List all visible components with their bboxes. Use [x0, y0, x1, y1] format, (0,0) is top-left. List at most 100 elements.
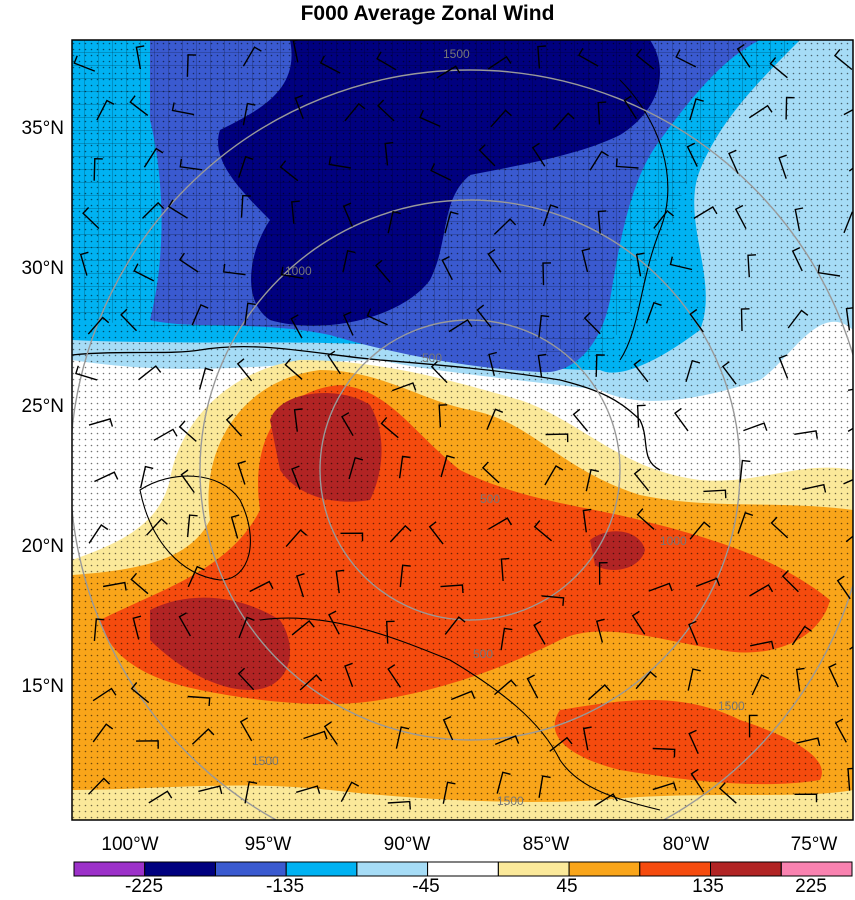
wind-barb: [88, 418, 114, 427]
wind-barb: [500, 627, 513, 651]
wind-barb: [441, 255, 453, 281]
wind-barb: [419, 109, 441, 128]
wind-barb: [751, 674, 770, 696]
wind-barb: [582, 508, 592, 533]
wind-barb: [135, 45, 145, 70]
wind-barb: [847, 767, 853, 791]
wind-barb: [348, 456, 364, 480]
wind-barb: [244, 302, 256, 326]
wind-barb: [781, 570, 799, 593]
wind-barb: [685, 359, 701, 383]
wind-barb: [594, 793, 618, 807]
wind-barb: [721, 361, 737, 385]
wind-barb: [430, 360, 448, 384]
plot-frame: [71, 39, 854, 821]
wind-barb: [836, 575, 851, 600]
colorbar-label: 45: [556, 876, 578, 897]
wind-barb: [577, 47, 599, 67]
wind-barb: [237, 667, 255, 691]
wind-barb: [292, 40, 301, 63]
lon-label-100w: 100°W: [101, 834, 159, 855]
wind-field: [72, 40, 853, 820]
colorbar-swatch: [427, 861, 499, 877]
wind-barb: [299, 674, 323, 691]
county-lines: [72, 40, 800, 360]
wind-barb: [493, 218, 517, 235]
wind-barb: [395, 726, 410, 749]
wind-barb: [486, 408, 504, 430]
wind-barb: [87, 316, 110, 335]
wind-barb: [389, 524, 412, 543]
wind-barb: [769, 57, 788, 79]
wind-barb: [636, 404, 646, 428]
wind-barb: [748, 714, 758, 738]
wind-barb: [293, 408, 303, 432]
range-rings: [72, 69, 853, 820]
wind-barbs: [73, 40, 853, 810]
wind-barb: [541, 595, 565, 606]
colorbar-label: -45: [412, 876, 440, 897]
wind-barb: [340, 781, 360, 803]
colorbar-swatch: [639, 861, 711, 877]
wind-barb: [180, 469, 195, 494]
wind-barb: [635, 48, 655, 70]
ring-label: 500: [480, 492, 500, 506]
wind-barb: [440, 584, 464, 594]
wind-barb: [186, 54, 197, 77]
wind-barb: [448, 318, 473, 333]
wind-barb: [795, 667, 805, 692]
wind-barb: [73, 55, 96, 72]
lon-label-85w: 85°W: [522, 834, 570, 855]
wind-barb: [377, 99, 395, 122]
wind-barb: [538, 314, 550, 338]
wind-barb: [740, 308, 750, 332]
wind-barb: [828, 663, 839, 688]
wind-barb: [476, 304, 492, 328]
colorbar-swatch: [780, 861, 853, 877]
wind-barb: [440, 454, 455, 478]
wind-barb: [191, 728, 215, 745]
wind-barb: [737, 511, 754, 534]
wind-barb: [689, 521, 711, 540]
wind-barb: [296, 785, 321, 794]
wind-barb: [399, 564, 411, 588]
wind-barb: [488, 351, 497, 376]
wind-barb: [303, 730, 328, 740]
wind-barb: [597, 210, 607, 234]
wind-barb: [178, 252, 199, 273]
wind-barb: [843, 108, 853, 116]
wind-barb: [688, 729, 699, 754]
wind-barb: [686, 142, 698, 167]
wind-barb: [444, 616, 466, 635]
wind-barb: [132, 615, 142, 640]
wind-barb: [387, 800, 411, 810]
wind-barb: [244, 780, 258, 804]
wind-barb: [478, 144, 496, 167]
wind-barb: [148, 790, 173, 804]
wind-barb: [490, 109, 512, 128]
wind-barb: [178, 420, 197, 442]
wind-barb: [92, 687, 117, 702]
wind-barb: [583, 312, 601, 335]
wind-barb: [791, 246, 803, 272]
wind-barb: [845, 307, 853, 331]
lat-label-35n: 35°N: [21, 118, 64, 139]
wind-barb: [552, 112, 575, 131]
wind-barb: [130, 572, 149, 595]
wind-barb: [718, 782, 737, 804]
wind-barb: [778, 154, 787, 179]
wind-barb: [236, 358, 253, 382]
wind-barb: [171, 102, 195, 116]
wind-barb: [198, 367, 214, 390]
wind-barb: [93, 157, 103, 181]
wind-barb: [342, 311, 354, 336]
wind-barb: [237, 460, 246, 485]
range-ring-labels: 1500 1500 1000 1000 500 500 500 1500 150…: [252, 47, 745, 808]
wind-barb: [669, 256, 693, 271]
wind-barb: [341, 412, 354, 437]
ring-label: 1500: [443, 47, 470, 61]
wind-barb: [817, 264, 841, 277]
wind-barb: [791, 625, 812, 646]
wind-barb: [102, 581, 127, 591]
wind-barb: [537, 45, 546, 69]
